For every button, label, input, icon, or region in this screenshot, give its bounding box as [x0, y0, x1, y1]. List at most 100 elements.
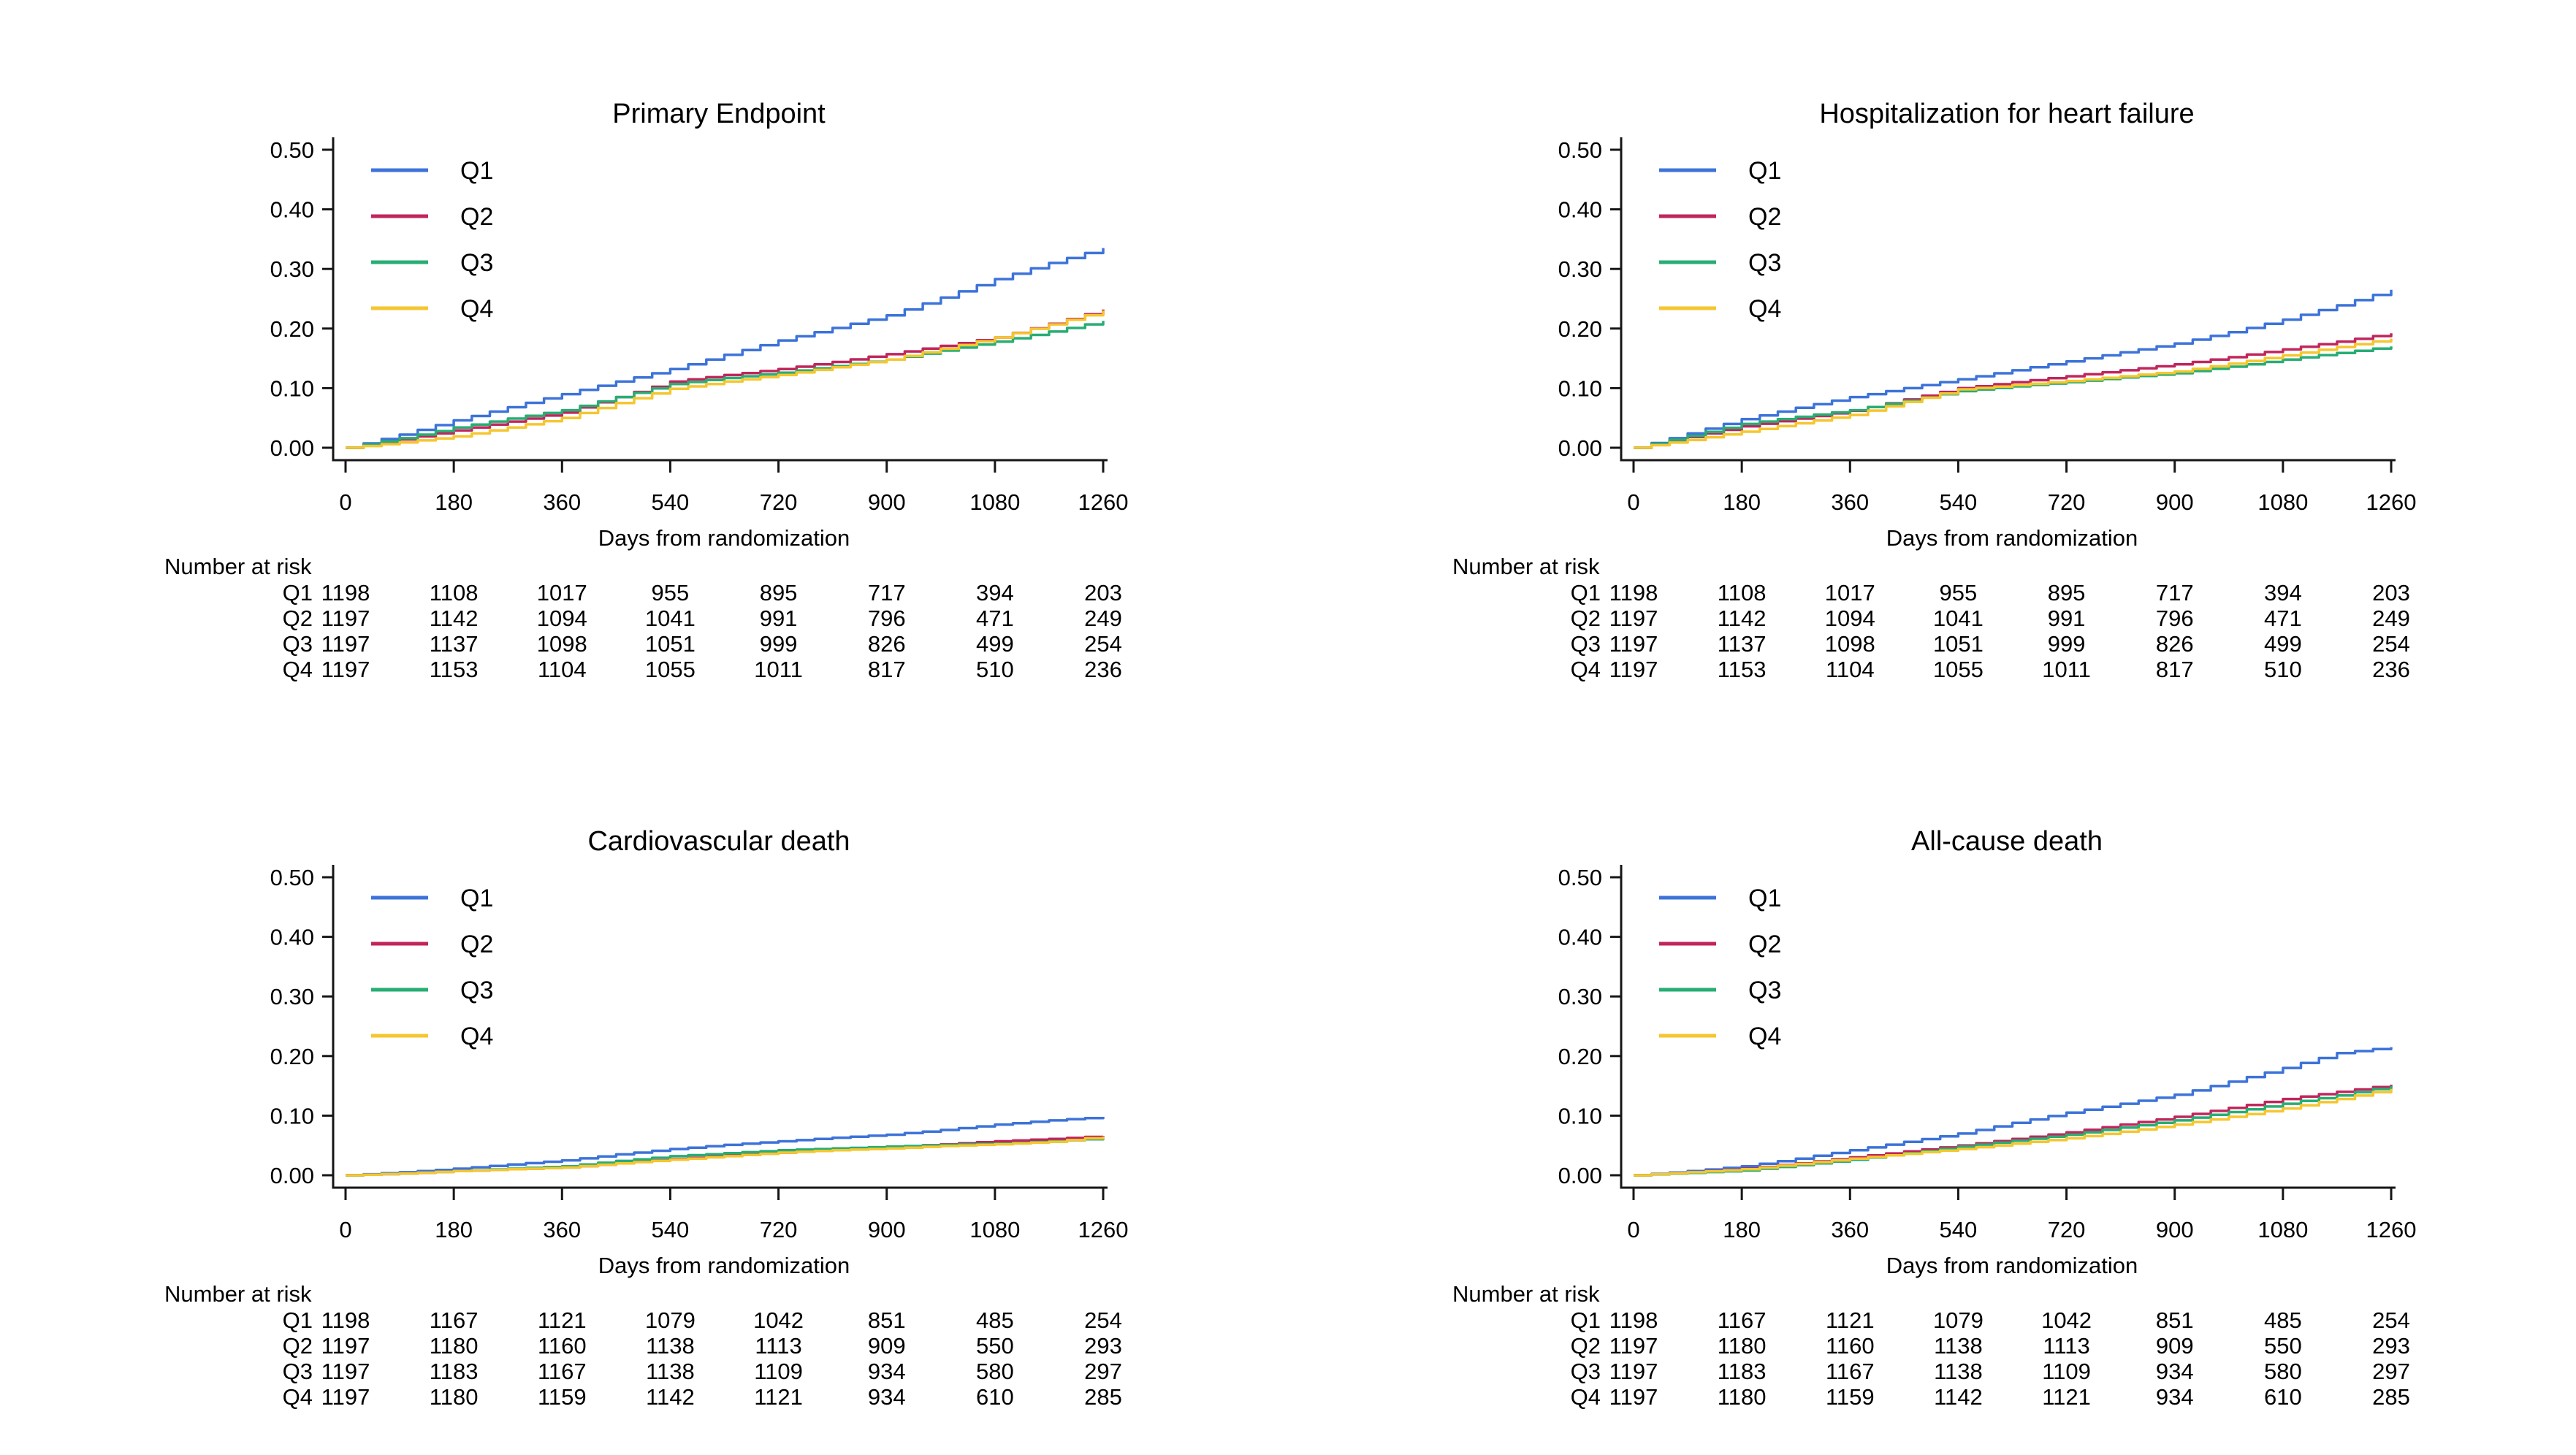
- x-tick-label: 1260: [1078, 489, 1129, 515]
- risk-count: 796: [2156, 606, 2194, 631]
- risk-count: 1055: [645, 657, 696, 682]
- panel-primary-endpoint: Primary Endpoint Q1 Q2 Q3 Q4 0.00 0.10 0.2…: [0, 0, 1288, 728]
- risk-count: 285: [2372, 1384, 2410, 1410]
- risk-count: 1160: [1826, 1333, 1875, 1359]
- x-tick-label: 900: [2156, 1217, 2194, 1242]
- legend-label-q1: Q1: [1748, 157, 1781, 185]
- risk-count: 249: [2372, 606, 2410, 631]
- risk-count: 499: [2264, 631, 2302, 657]
- y-tick-label: 0.10: [270, 1103, 314, 1129]
- y-tick-label: 0.10: [1558, 1103, 1602, 1129]
- x-tick-label: 180: [435, 489, 473, 515]
- y-tick-label: 0.00: [1558, 1163, 1602, 1188]
- risk-row-label-q3: Q3: [1571, 631, 1601, 657]
- x-tick-label: 900: [2156, 489, 2194, 515]
- axes: 0.00 0.10 0.20 0.30 0.40 0.50 0 180 360 540 720 900…: [270, 865, 1129, 1242]
- y-tick-label: 0.20: [270, 316, 314, 342]
- chart-title: Hospitalization for heart failure: [1819, 99, 2194, 129]
- legend: Q1 Q2 Q3 Q4: [371, 885, 493, 1050]
- risk-count: 1104: [1826, 657, 1875, 682]
- legend-label-q2: Q2: [1748, 931, 1781, 958]
- km-curve-q4: [346, 310, 1105, 449]
- risk-count: 1159: [538, 1384, 587, 1410]
- risk-count: 1042: [753, 1307, 804, 1333]
- panel-all-cause-death: All-cause death Q1 Q2 Q3 Q4 0.00 0.10 0.20…: [1288, 728, 2576, 1455]
- x-axis-label: Days from randomization: [598, 1253, 850, 1278]
- risk-count: 1183: [430, 1359, 479, 1384]
- axes: 0.00 0.10 0.20 0.30 0.40 0.50 0 180 360 540 720 900…: [1558, 137, 2416, 515]
- risk-row-label-q2: Q2: [283, 1333, 313, 1359]
- risk-count: 1108: [1718, 580, 1767, 606]
- survival-curves: [1634, 289, 2393, 449]
- risk-count: 1098: [537, 631, 587, 657]
- risk-count: 955: [652, 580, 690, 606]
- risk-count: 203: [2372, 580, 2410, 606]
- risk-count: 796: [868, 606, 906, 631]
- y-tick-label: 0.30: [270, 984, 314, 1009]
- panel-cardiovascular-death: Cardiovascular death Q1 Q2 Q3 Q4 0.00 0.1…: [0, 728, 1288, 1455]
- y-tick-label: 0.40: [1558, 197, 1602, 223]
- risk-count: 1197: [321, 657, 370, 682]
- x-tick-label: 360: [1831, 1217, 1869, 1242]
- axes: 0.00 0.10 0.20 0.30 0.40 0.50 0 180 360 540 720 900…: [270, 137, 1129, 515]
- x-tick-label: 360: [1831, 489, 1869, 515]
- x-tick-label: 720: [2048, 1217, 2086, 1242]
- x-tick-label: 540: [1940, 489, 1978, 515]
- risk-count: 1109: [2042, 1359, 2091, 1384]
- x-axis-label: Days from randomization: [1886, 1253, 2138, 1278]
- risk-row-label-q3: Q3: [283, 631, 313, 657]
- risk-count: 826: [868, 631, 906, 657]
- risk-count: 1197: [1609, 631, 1658, 657]
- risk-count: 1051: [645, 631, 696, 657]
- legend-label-q3: Q3: [1748, 249, 1781, 277]
- km-curve-q1: [1634, 1047, 2393, 1177]
- km-chart-all-cause-death: All-cause death Q1 Q2 Q3 Q4 0.00 0.10 0.20…: [1452, 826, 2417, 1410]
- risk-count: 1042: [2041, 1307, 2092, 1333]
- axis-lines: [1620, 865, 2396, 1189]
- risk-count: 471: [976, 606, 1014, 631]
- x-tick-label: 1080: [969, 1217, 1020, 1242]
- risk-count: 1121: [754, 1384, 803, 1410]
- risk-count: 1198: [1609, 580, 1658, 606]
- legend-label-q1: Q1: [460, 157, 493, 185]
- y-tick-label: 0.00: [270, 435, 314, 461]
- risk-row-label-q4: Q4: [283, 1384, 313, 1410]
- risk-count: 1079: [645, 1307, 696, 1333]
- x-tick-label: 0: [1627, 489, 1639, 515]
- risk-count: 1197: [321, 1333, 370, 1359]
- risk-count: 895: [760, 580, 798, 606]
- y-tick-label: 0.50: [1558, 137, 1602, 163]
- risk-count: 485: [976, 1307, 1014, 1333]
- y-tick-label: 0.20: [1558, 1044, 1602, 1069]
- axis-lines: [332, 865, 1108, 1189]
- x-tick-label: 540: [652, 1217, 690, 1242]
- x-tick-label: 0: [1627, 1217, 1639, 1242]
- legend-label-q3: Q3: [460, 249, 493, 277]
- risk-count: 1094: [537, 606, 587, 631]
- km-curve-q1: [1634, 289, 2393, 449]
- risk-count: 991: [760, 606, 798, 631]
- x-tick-label: 1260: [2366, 1217, 2417, 1242]
- risk-count: 1153: [430, 657, 479, 682]
- y-tick-label: 0.00: [1558, 435, 1602, 461]
- risk-row-label-q3: Q3: [1571, 1359, 1601, 1384]
- chart-title: Primary Endpoint: [612, 99, 826, 129]
- x-tick-label: 1260: [1078, 1217, 1129, 1242]
- risk-count: 1113: [2043, 1333, 2089, 1359]
- km-curve-q2: [1634, 1085, 2393, 1177]
- risk-count: 934: [2156, 1359, 2194, 1384]
- risk-count: 254: [1084, 631, 1122, 657]
- y-tick-label: 0.10: [270, 375, 314, 401]
- risk-count: 1180: [1718, 1333, 1767, 1359]
- y-tick-label: 0.00: [270, 1163, 314, 1188]
- risk-count: 580: [976, 1359, 1014, 1384]
- risk-row-label-q2: Q2: [283, 606, 313, 631]
- risk-count: 1011: [754, 657, 803, 682]
- x-tick-label: 1080: [969, 489, 1020, 515]
- risk-count: 1197: [321, 1359, 370, 1384]
- risk-row-label-q4: Q4: [283, 657, 313, 682]
- risk-table-label: Number at risk: [164, 1281, 312, 1307]
